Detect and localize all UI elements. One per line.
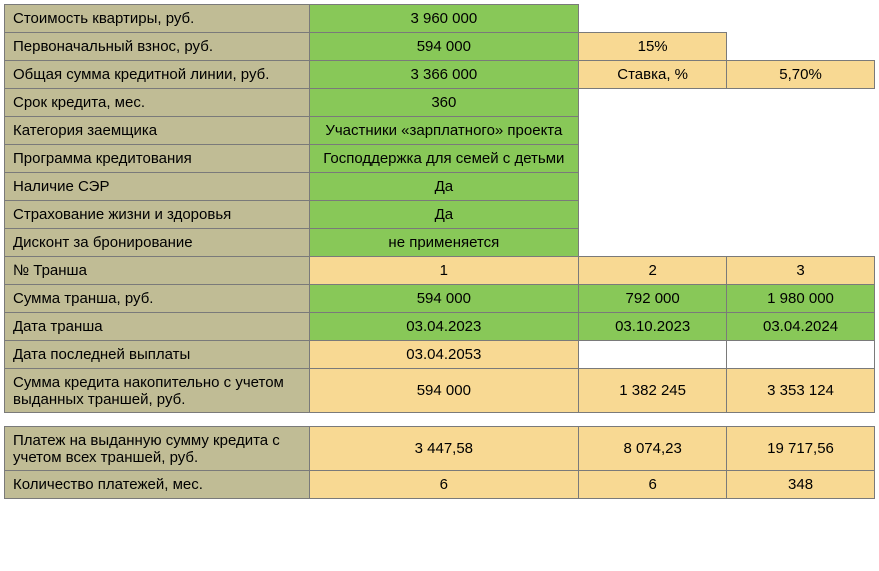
tranche-date-1: 03.04.2023 — [309, 313, 579, 341]
row-credit-line: Общая сумма кредитной линии, руб. 3 366 … — [5, 61, 875, 89]
cumulative-1: 594 000 — [309, 369, 579, 413]
label-apartment-cost: Стоимость квартиры, руб. — [5, 5, 310, 33]
label-rate: Ставка, % — [579, 61, 727, 89]
label-term: Срок кредита, мес. — [5, 89, 310, 117]
spacer-row — [5, 413, 875, 427]
count-2: 6 — [579, 471, 727, 499]
mortgage-calc-table: Стоимость квартиры, руб. 3 960 000 Перво… — [4, 4, 875, 499]
payment-3: 19 717,56 — [727, 427, 875, 471]
row-tranche-sum: Сумма транша, руб. 594 000 792 000 1 980… — [5, 285, 875, 313]
row-tranche-date: Дата транша 03.04.2023 03.10.2023 03.04.… — [5, 313, 875, 341]
row-count: Количество платежей, мес. 6 6 348 — [5, 471, 875, 499]
row-apartment-cost: Стоимость квартиры, руб. 3 960 000 — [5, 5, 875, 33]
row-discount: Дисконт за бронирование не применяется — [5, 229, 875, 257]
row-borrower-cat: Категория заемщика Участники «зарплатног… — [5, 117, 875, 145]
row-cumulative: Сумма кредита накопительно с учетом выда… — [5, 369, 875, 413]
empty-cell — [727, 341, 875, 369]
row-payment: Платеж на выданную сумму кредита с учето… — [5, 427, 875, 471]
label-borrower-cat: Категория заемщика — [5, 117, 310, 145]
row-down-payment: Первоначальный взнос, руб. 594 000 15% — [5, 33, 875, 61]
label-tranche-num: № Транша — [5, 257, 310, 285]
label-insurance: Страхование жизни и здоровья — [5, 201, 310, 229]
value-rate: 5,70% — [727, 61, 875, 89]
value-term: 360 — [309, 89, 579, 117]
label-count: Количество платежей, мес. — [5, 471, 310, 499]
label-down-payment: Первоначальный взнос, руб. — [5, 33, 310, 61]
label-tranche-date: Дата транша — [5, 313, 310, 341]
tranche-sum-1: 594 000 — [309, 285, 579, 313]
count-1: 6 — [309, 471, 579, 499]
label-program: Программа кредитования — [5, 145, 310, 173]
row-last-payment: Дата последней выплаты 03.04.2053 — [5, 341, 875, 369]
payment-1: 3 447,58 — [309, 427, 579, 471]
label-discount: Дисконт за бронирование — [5, 229, 310, 257]
value-borrower-cat: Участники «зарплатного» проекта — [309, 117, 579, 145]
label-payment: Платеж на выданную сумму кредита с учето… — [5, 427, 310, 471]
cumulative-3: 3 353 124 — [727, 369, 875, 413]
payment-2: 8 074,23 — [579, 427, 727, 471]
row-tranche-num: № Транша 1 2 3 — [5, 257, 875, 285]
row-program: Программа кредитования Господдержка для … — [5, 145, 875, 173]
tranche-sum-3: 1 980 000 — [727, 285, 875, 313]
count-3: 348 — [727, 471, 875, 499]
value-program: Господдержка для семей с детьми — [309, 145, 579, 173]
tranche-num-3: 3 — [727, 257, 875, 285]
tranche-num-1: 1 — [309, 257, 579, 285]
value-discount: не применяется — [309, 229, 579, 257]
tranche-sum-2: 792 000 — [579, 285, 727, 313]
value-down-payment: 594 000 — [309, 33, 579, 61]
tranche-date-3: 03.04.2024 — [727, 313, 875, 341]
cumulative-2: 1 382 245 — [579, 369, 727, 413]
value-apartment-cost: 3 960 000 — [309, 5, 579, 33]
label-tranche-sum: Сумма транша, руб. — [5, 285, 310, 313]
row-ser: Наличие СЭР Да — [5, 173, 875, 201]
value-ser: Да — [309, 173, 579, 201]
label-cumulative: Сумма кредита накопительно с учетом выда… — [5, 369, 310, 413]
label-credit-line: Общая сумма кредитной линии, руб. — [5, 61, 310, 89]
tranche-num-2: 2 — [579, 257, 727, 285]
label-last-payment: Дата последней выплаты — [5, 341, 310, 369]
label-ser: Наличие СЭР — [5, 173, 310, 201]
value-last-payment: 03.04.2053 — [309, 341, 579, 369]
value-insurance: Да — [309, 201, 579, 229]
row-insurance: Страхование жизни и здоровья Да — [5, 201, 875, 229]
value-down-payment-pct: 15% — [579, 33, 727, 61]
empty-cell — [579, 341, 727, 369]
row-term: Срок кредита, мес. 360 — [5, 89, 875, 117]
value-credit-line: 3 366 000 — [309, 61, 579, 89]
tranche-date-2: 03.10.2023 — [579, 313, 727, 341]
